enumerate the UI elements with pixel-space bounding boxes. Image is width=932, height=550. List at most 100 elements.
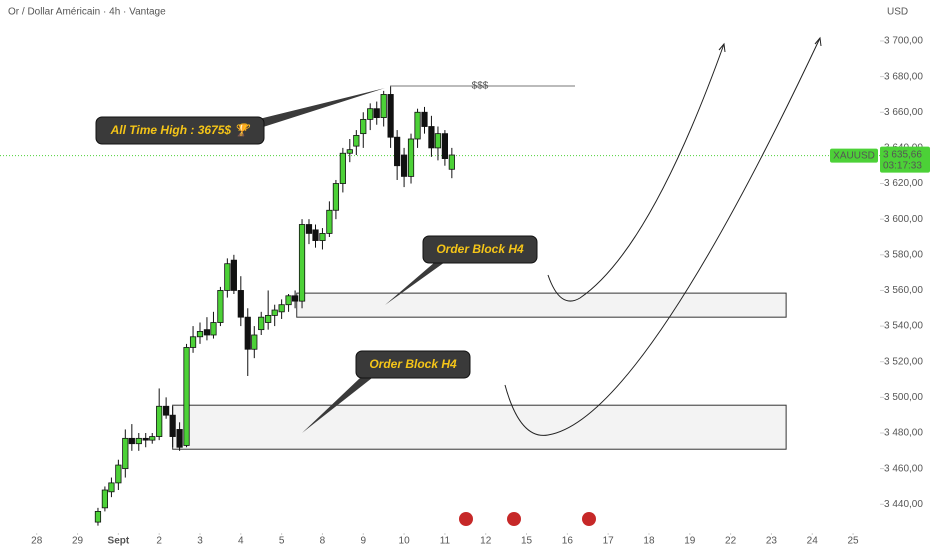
candle-body	[421, 111, 428, 127]
candle-body	[142, 437, 149, 441]
x-tick-label: 3	[197, 536, 203, 547]
x-tick-label: 19	[684, 536, 696, 547]
event-icon	[582, 512, 596, 526]
x-tick-label: 25	[847, 536, 859, 547]
symbol-tag	[830, 148, 878, 163]
candle-body	[360, 118, 367, 135]
x-tick-label: 5	[279, 536, 285, 547]
zone-label: Order Block H4	[369, 357, 457, 371]
order-block	[296, 292, 787, 318]
x-tick-label: 9	[360, 536, 366, 547]
symbol-label: XAUUSD	[833, 150, 875, 161]
x-tick-label: 4	[238, 536, 244, 547]
candle-body	[367, 108, 374, 120]
y-tick-label: 3 580,00	[884, 249, 923, 260]
candle-body	[312, 229, 319, 241]
x-tick-label: 12	[480, 536, 492, 547]
candle-body	[353, 135, 360, 147]
countdown: 03:17:33	[883, 160, 922, 171]
candle-body	[94, 510, 102, 523]
pointer	[302, 378, 372, 433]
price-axis	[880, 0, 932, 550]
annotation-box	[95, 116, 265, 145]
arrow-head	[718, 42, 726, 53]
candle-body	[115, 464, 122, 484]
y-tick-label: 3 600,00	[884, 214, 923, 225]
y-tick-label: 3 680,00	[884, 71, 923, 82]
candle-body	[189, 336, 197, 348]
last-price-label: 3 635,66	[883, 149, 922, 160]
candle-body	[339, 152, 346, 184]
x-tick-label: Sept	[108, 536, 130, 547]
candle-body	[298, 224, 306, 302]
candle-body	[244, 316, 251, 350]
candle-body	[251, 334, 258, 350]
projection-path	[547, 43, 725, 302]
candle-body	[428, 126, 435, 149]
x-tick-label: 18	[643, 536, 655, 547]
liquidity-label: $$$	[472, 81, 489, 92]
candle-body	[441, 133, 448, 159]
candle-body	[108, 482, 115, 493]
candle-body	[203, 329, 211, 336]
x-tick-label: 29	[72, 536, 84, 547]
candle-body	[101, 489, 108, 509]
candle-body	[394, 136, 401, 167]
candle-body	[217, 290, 224, 323]
pointer	[255, 88, 385, 128]
x-tick-label: 2	[156, 536, 162, 547]
x-tick-label: 11	[440, 536, 451, 547]
candle-body	[176, 429, 183, 448]
candle-body	[380, 94, 387, 119]
plot	[0, 85, 880, 526]
candle-body	[319, 233, 326, 241]
order-block	[172, 404, 787, 450]
y-tick-label: 3 520,00	[884, 356, 923, 367]
candle-body	[163, 405, 170, 416]
pointer	[385, 262, 445, 305]
candle-body	[271, 309, 278, 316]
arrow-head	[814, 36, 822, 47]
currency: USD	[887, 7, 908, 18]
projection-path	[504, 37, 821, 436]
y-tick-label: 3 460,00	[884, 463, 923, 474]
event-icon	[507, 512, 521, 526]
candle-body	[149, 436, 156, 441]
annotation-box	[422, 235, 538, 264]
candle-body	[407, 138, 415, 177]
y-tick-label: 3 620,00	[884, 178, 923, 189]
candle-body	[332, 183, 340, 211]
x-tick-label: 17	[603, 536, 615, 547]
candle-body	[230, 259, 237, 291]
x-tick-label: 15	[521, 536, 533, 547]
candle-body	[128, 437, 135, 445]
x-tick-label: 16	[562, 536, 574, 547]
x-tick-label: 23	[766, 536, 778, 547]
x-tick-label: 10	[399, 536, 411, 547]
price-tag	[880, 146, 930, 173]
candle-body	[265, 314, 272, 323]
candle-body	[169, 414, 176, 437]
candle-body	[434, 133, 442, 149]
candle-body	[237, 290, 244, 318]
x-tick-label: 22	[725, 536, 737, 547]
candle-body	[387, 94, 394, 138]
x-tick-label: 28	[31, 536, 43, 547]
candle-body	[122, 437, 129, 470]
candle-body	[183, 347, 190, 446]
candle-body	[373, 108, 380, 119]
candle-body	[196, 331, 204, 338]
candle-body	[278, 304, 285, 313]
candle-body	[305, 224, 313, 234]
candle-body	[292, 295, 299, 302]
candle-body	[448, 154, 455, 170]
y-tick-label: 3 540,00	[884, 321, 923, 332]
x-tick-label: 24	[807, 536, 819, 547]
candle-body	[135, 437, 142, 445]
candle-body	[346, 149, 353, 154]
x-tick-label: 8	[320, 536, 326, 547]
candle-body	[400, 154, 408, 177]
candle-body	[414, 111, 421, 140]
y-tick-label: 3 660,00	[884, 107, 923, 118]
